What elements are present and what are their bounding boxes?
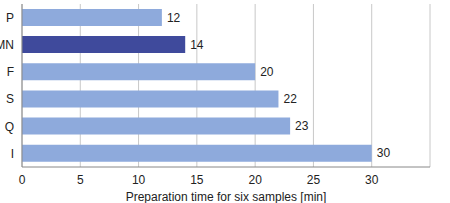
svg-text:5: 5 [77,173,84,187]
svg-text:14: 14 [190,38,204,52]
svg-text:Q: Q [8,120,14,134]
svg-text:P: P [8,11,14,25]
svg-text:I: I [11,147,14,161]
svg-text:30: 30 [365,173,379,187]
svg-text:20: 20 [260,65,274,79]
svg-text:S: S [8,92,14,106]
svg-text:10: 10 [132,173,146,187]
svg-text:12: 12 [167,11,181,25]
svg-text:30: 30 [377,146,391,160]
svg-text:F: F [8,65,14,79]
svg-text:15: 15 [190,173,204,187]
svg-text:23: 23 [295,119,309,133]
svg-text:Preparation time for six sampl: Preparation time for six samples [min] [126,190,327,203]
svg-text:0: 0 [19,173,26,187]
svg-text:MN: MN [8,38,14,52]
svg-text:22: 22 [283,92,297,106]
svg-text:20: 20 [248,173,262,187]
svg-text:25: 25 [307,173,321,187]
